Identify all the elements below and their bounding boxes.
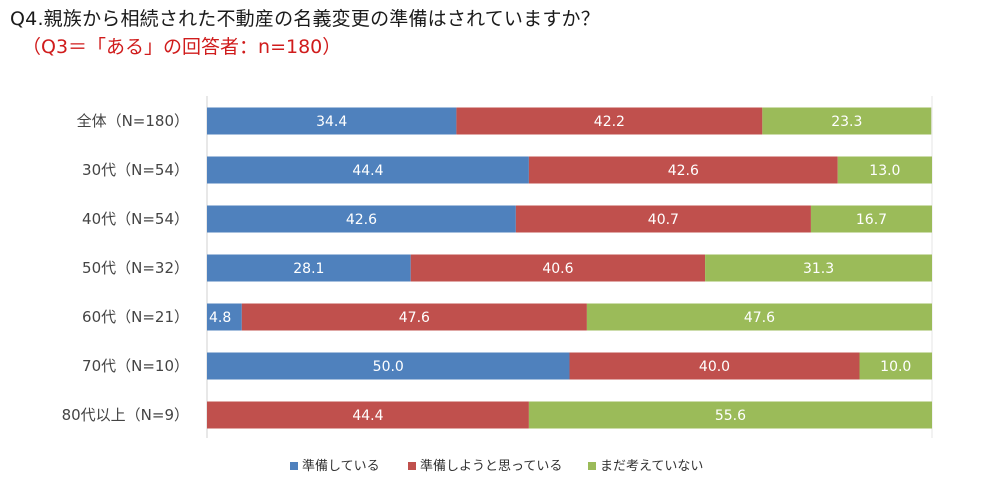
legend-swatch: [290, 462, 298, 470]
bar-segment: [837, 156, 932, 184]
data-label: 28.1: [293, 261, 324, 277]
bar-segment: [207, 254, 411, 282]
data-label: 40.7: [648, 212, 679, 228]
bar-segment: [207, 401, 529, 429]
bar-segment: [515, 205, 811, 233]
category-label: 50代（N=32）: [82, 259, 189, 277]
data-label: 40.0: [699, 359, 730, 375]
data-label: 55.6: [715, 408, 746, 424]
data-label: 10.0: [880, 359, 911, 375]
data-label: 34.4: [316, 114, 347, 130]
bar-segment: [207, 303, 242, 331]
bar-segment: [207, 205, 516, 233]
legend-swatch: [408, 462, 416, 470]
bar-segment: [569, 352, 860, 380]
chart-subtitle: （Q3＝「ある」の回答者：n=180）: [22, 36, 342, 58]
bar-segment: [207, 352, 570, 380]
data-label: 47.6: [744, 310, 775, 326]
category-label: 80代以上（N=9）: [62, 406, 189, 424]
data-label: 16.7: [856, 212, 887, 228]
bar-segment: [586, 303, 932, 331]
category-label: 40代（N=54）: [82, 210, 189, 228]
bar-segment: [528, 401, 932, 429]
legend-swatch: [588, 462, 596, 470]
category-label: 全体（N=180）: [77, 112, 189, 130]
data-label: 13.0: [869, 163, 900, 179]
bar-segment: [410, 254, 706, 282]
bar-segment: [705, 254, 932, 282]
data-label: 23.3: [831, 114, 862, 130]
data-label: 44.4: [352, 408, 383, 424]
legend-label: 準備しようと思っている: [420, 458, 562, 474]
category-label: 30代（N=54）: [82, 161, 189, 179]
bar-segment: [207, 156, 529, 184]
chart-title: Q4.親族から相続された不動産の名義変更の準備はされていますか？: [10, 8, 600, 30]
bar-segment: [207, 107, 457, 135]
category-label: 70代（N=10）: [82, 357, 189, 375]
data-label: 42.6: [346, 212, 377, 228]
data-label: 42.6: [668, 163, 699, 179]
data-label: 4.8: [209, 310, 231, 326]
data-label: 40.6: [542, 261, 573, 277]
data-label: 50.0: [373, 359, 404, 375]
bar-segment: [810, 205, 932, 233]
data-label: 47.6: [399, 310, 430, 326]
bar-segment: [241, 303, 587, 331]
bar-segment: [456, 107, 763, 135]
data-label: 42.2: [594, 114, 625, 130]
bar-segment: [859, 352, 932, 380]
data-label: 44.4: [352, 163, 383, 179]
legend-label: 準備している: [302, 458, 380, 474]
legend-label: まだ考えていない: [600, 459, 703, 474]
data-label: 31.3: [803, 261, 834, 277]
category-label: 60代（N=21）: [82, 308, 189, 326]
bar-segment: [528, 156, 838, 184]
bar-segment: [762, 107, 932, 135]
